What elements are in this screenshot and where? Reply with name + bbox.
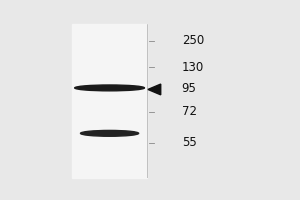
Text: 130: 130 (182, 61, 204, 74)
Ellipse shape (80, 130, 139, 136)
Text: 55: 55 (182, 136, 196, 149)
Ellipse shape (75, 85, 145, 91)
Text: 95: 95 (182, 82, 196, 95)
Text: 250: 250 (182, 34, 204, 47)
Text: 72: 72 (182, 105, 197, 118)
Bar (72, 24, 147, 178)
Polygon shape (148, 84, 161, 95)
